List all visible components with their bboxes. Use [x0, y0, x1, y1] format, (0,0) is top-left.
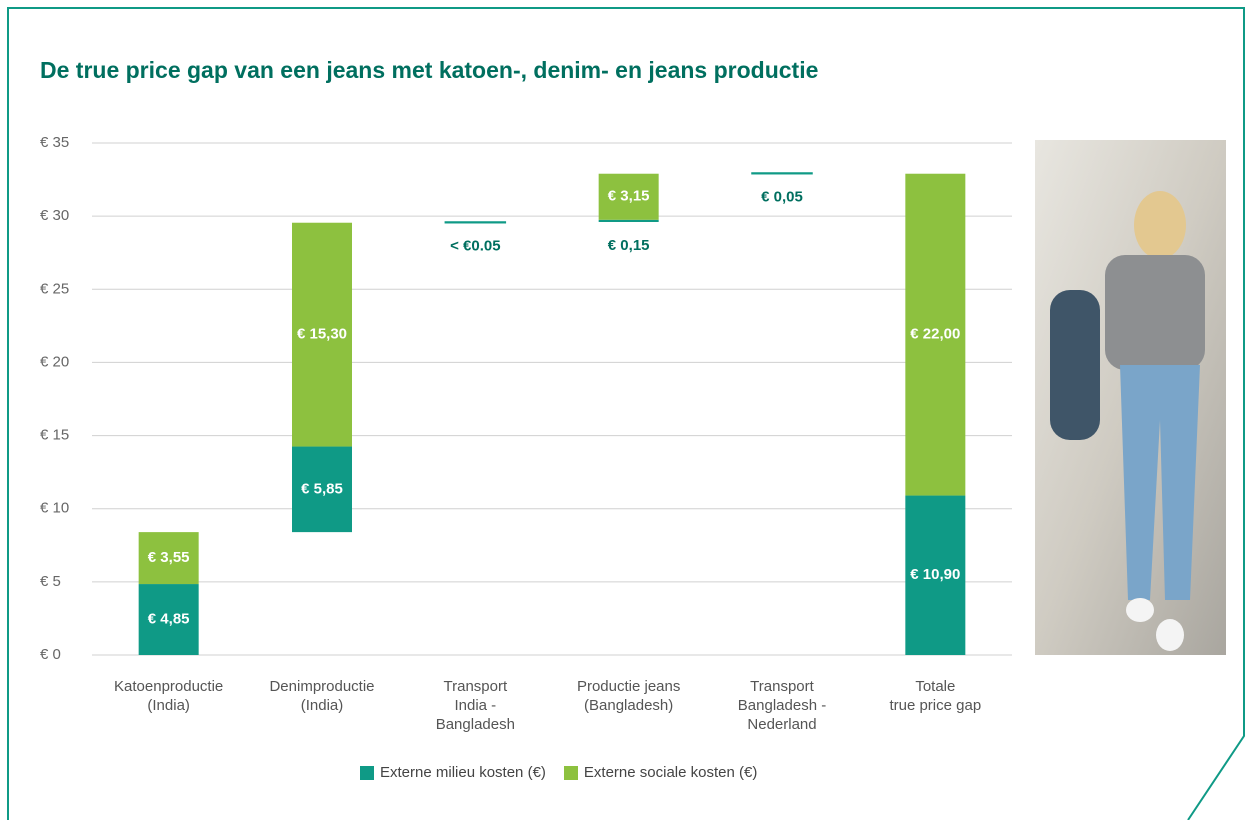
legend-item: Externe milieu kosten (€): [360, 764, 546, 781]
x-tick-label: Denimproductie (India): [269, 678, 375, 714]
legend-item: Externe sociale kosten (€): [563, 764, 758, 781]
value-label: € 15,30: [297, 326, 347, 343]
bar-segment: [598, 219, 659, 222]
bar-segment: [292, 222, 352, 447]
bar-segment: [751, 172, 813, 175]
bar-segment: [138, 532, 199, 585]
legend-swatch: [563, 765, 578, 780]
bar-segment: [138, 584, 199, 655]
bar-segment: [292, 446, 352, 533]
value-label: € 10,90: [910, 566, 960, 583]
value-label: € 3,55: [148, 549, 190, 566]
value-label: < €0.05: [450, 238, 500, 255]
legend-swatch: [360, 765, 374, 780]
value-label: € 4,85: [148, 610, 190, 627]
y-tick-label: € 0: [40, 646, 61, 663]
y-tick-label: € 15: [40, 427, 69, 444]
legend-label: Externe milieu kosten (€): [380, 764, 546, 781]
frame: [7, 7, 1245, 820]
photo: [1035, 140, 1226, 655]
x-tick-label: Productie jeans (Bangladesh): [576, 678, 681, 714]
value-label: € 0,05: [761, 189, 803, 206]
value-label: € 5,85: [301, 480, 343, 497]
bar-segment: [444, 221, 507, 224]
x-tick-label: Totale true price gap: [889, 678, 982, 714]
x-tick-label: Transport Bangladesh - Nederland: [737, 678, 827, 733]
x-tick-label: Transport India - Bangladesh: [435, 678, 515, 733]
bar-segment: [905, 495, 966, 655]
value-label: € 3,15: [608, 188, 650, 205]
value-label: € 0,15: [608, 237, 650, 254]
bar-segment: [905, 173, 966, 496]
x-tick-label: Katoenproductie (India): [114, 678, 224, 714]
y-tick-label: € 5: [40, 573, 61, 590]
y-tick-label: € 20: [40, 353, 69, 370]
legend-label: Externe sociale kosten (€): [583, 764, 758, 781]
value-label: € 22,00: [910, 326, 960, 343]
chart-title: De true price gap van een jeans met kato…: [40, 57, 818, 83]
bar-segment: [598, 173, 659, 220]
y-tick-label: € 25: [40, 280, 69, 297]
y-tick-label: € 30: [40, 207, 69, 224]
y-tick-label: € 35: [40, 134, 69, 151]
y-tick-label: € 10: [40, 500, 69, 517]
